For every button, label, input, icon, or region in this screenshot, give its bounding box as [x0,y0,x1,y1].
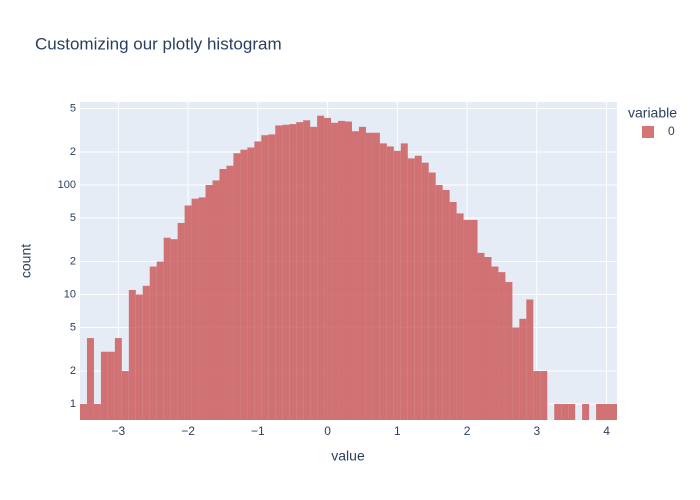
bar [254,141,262,421]
bar [526,299,534,420]
bar [414,155,422,420]
legend-title: variable [628,105,677,121]
bar [247,147,255,420]
bar [561,403,569,420]
bar [512,327,520,420]
bar [393,150,401,420]
bar [261,135,269,421]
bar [596,403,604,420]
bar [310,126,318,420]
bar [386,146,394,420]
layer [80,115,617,421]
bar [331,122,339,420]
y-tick-label: 2 [70,255,76,267]
x-tick-label: −3 [112,424,126,438]
x-tick-label: −1 [251,424,265,438]
bar [610,403,617,420]
y-tick-label: 2 [70,365,76,377]
bar [114,338,122,420]
bar [198,197,206,420]
y-tick-label: 5 [70,212,76,224]
bar [351,131,359,421]
bar [135,294,143,420]
bar [345,121,352,420]
bar [184,205,192,420]
bar [463,219,471,420]
legend-swatch [642,126,654,138]
bar [212,180,220,420]
bar [191,198,199,420]
bar [568,403,576,420]
bar [421,162,429,420]
y-tick-label: 2 [70,146,76,158]
bar [358,126,366,420]
bar [491,266,499,420]
y-tick-label: 10 [64,288,76,300]
x-tick-label: −2 [181,424,195,438]
bar [205,185,213,420]
bar [540,371,548,420]
bar [289,124,297,421]
bar [317,115,325,421]
bar [156,261,164,420]
bar [477,252,485,420]
bar [177,222,185,420]
bar [505,282,513,420]
x-tick-label: 3 [533,424,540,438]
x-tick-label: 2 [464,424,471,438]
bar [603,403,611,420]
bar [80,403,87,420]
x-tick-label: 0 [324,424,331,438]
legend-label: 0 [668,124,675,138]
bar [498,272,506,420]
bar [400,143,408,420]
bar [268,134,276,421]
bar [449,201,457,420]
bar [324,117,332,420]
bar [372,132,380,421]
bar [519,318,527,420]
bar [93,403,101,420]
x-tick-label: 1 [394,424,401,438]
chart-title: Customizing our plotly histogram [35,34,282,53]
bar [303,120,311,420]
bar [435,185,443,420]
bar [163,237,171,420]
x-axis-title: value [331,448,365,464]
bar [121,371,129,420]
bar [219,169,227,420]
bar [142,285,150,420]
bar [338,120,346,421]
bar [296,122,304,420]
bar [107,351,115,420]
bar [233,153,241,420]
bar [484,257,492,420]
bar [407,158,415,420]
y-axis-title: count [18,244,34,278]
bar [365,132,373,421]
y-tick-label: 5 [70,321,76,333]
y-tick-label: 1 [70,398,76,410]
bar [275,125,283,420]
bar [456,213,464,420]
bar [240,149,248,420]
bar [442,190,450,420]
y-tick-label: 5 [70,102,76,114]
bar [582,403,590,420]
bar [554,403,562,420]
bar [100,351,108,420]
bar [170,239,178,420]
bar [470,219,478,420]
bar [282,124,290,421]
bar [128,289,136,420]
bar [379,143,387,420]
bar [533,371,541,420]
bar [226,165,234,420]
bar [86,338,94,420]
x-tick-label: 4 [603,424,610,438]
y-tick-label: 100 [58,179,76,191]
bar [149,266,157,420]
bar [428,172,436,420]
